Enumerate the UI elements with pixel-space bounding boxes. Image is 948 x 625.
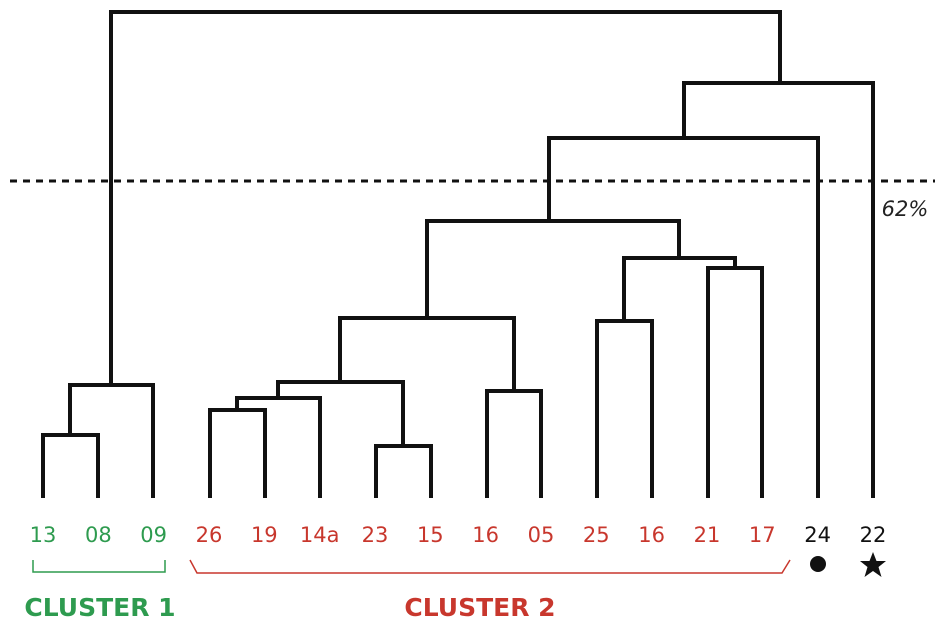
link <box>276 380 405 446</box>
leaf-label: 17 <box>749 523 776 547</box>
link <box>68 383 155 498</box>
cluster-bracket <box>32 560 166 573</box>
leaf-label: 14a <box>300 523 340 547</box>
link <box>547 136 820 498</box>
link <box>374 444 433 498</box>
cluster-label: CLUSTER 1 <box>24 593 175 622</box>
leaf-label: 16 <box>472 523 499 547</box>
leaf-label: 15 <box>417 523 444 547</box>
circle-symbol <box>810 556 826 572</box>
link <box>41 433 100 498</box>
threshold-label: 62% <box>882 197 929 221</box>
link <box>235 396 322 498</box>
leaf-label: 05 <box>528 523 555 547</box>
star-symbol <box>860 552 886 577</box>
leaf-label: 25 <box>583 523 610 547</box>
leaf-labels: 13 08 09 26 19 14a 23 15 16 05 25 16 21 17 24 22 <box>30 523 887 547</box>
leaf-label: 08 <box>85 523 112 547</box>
leaf-label: 13 <box>30 523 57 547</box>
leaf-label: 19 <box>251 523 278 547</box>
leaf-label: 26 <box>196 523 223 547</box>
leaf-label: 09 <box>140 523 167 547</box>
cluster-bracket <box>189 559 791 574</box>
link <box>485 389 543 498</box>
link <box>109 10 782 385</box>
tree-links <box>41 10 875 498</box>
leaf-label: 23 <box>362 523 389 547</box>
leaf-label: 16 <box>638 523 665 547</box>
link <box>706 266 764 498</box>
leaf-label: 24 <box>804 523 831 547</box>
link <box>208 408 267 498</box>
link <box>595 319 654 498</box>
cluster-label: CLUSTER 2 <box>404 593 555 622</box>
link <box>425 219 681 318</box>
leaf-label: 22 <box>860 523 887 547</box>
link <box>682 81 875 498</box>
leaf-label: 21 <box>694 523 721 547</box>
